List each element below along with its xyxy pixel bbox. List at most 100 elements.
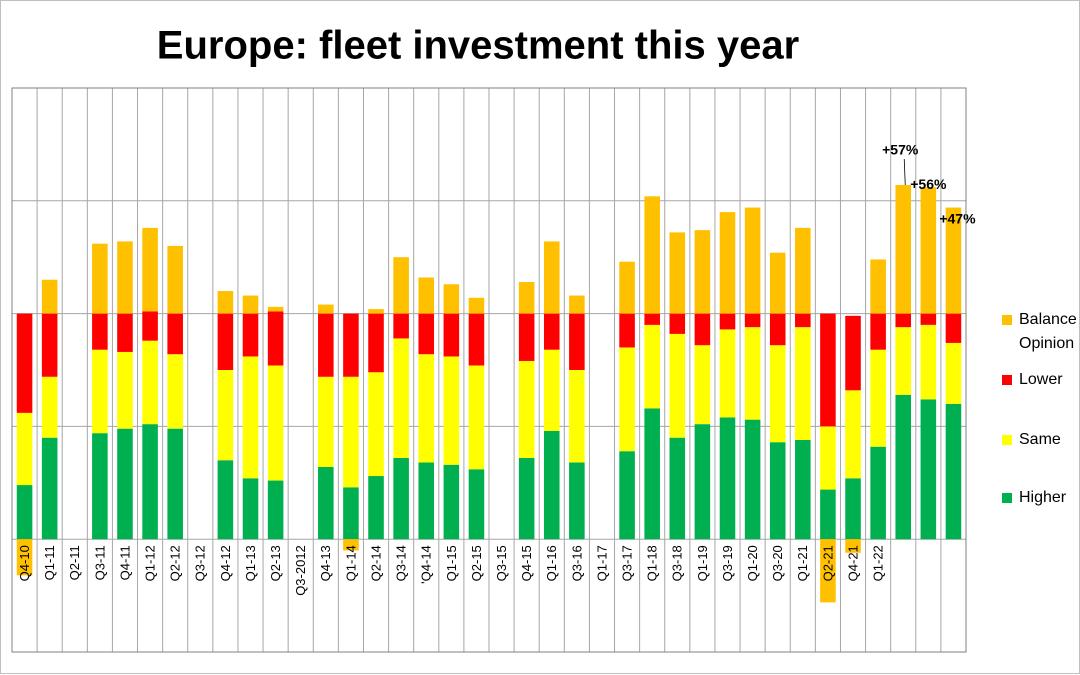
- bar-segment: [644, 408, 660, 540]
- bar-segment: [644, 196, 660, 314]
- bar-segment: [468, 469, 485, 540]
- x-tick-label: Q1-21: [795, 545, 810, 581]
- bar-segment: [669, 313, 686, 334]
- bar-segment: [795, 313, 811, 328]
- x-tick-label: Q1-22: [871, 545, 886, 581]
- x-tick-label: Q3-15: [494, 545, 509, 581]
- bar-segment: [167, 428, 183, 540]
- bar-segment: [468, 297, 485, 314]
- bar-segment: [142, 311, 158, 341]
- bar-segment: [543, 241, 560, 314]
- bar-segment: [418, 462, 435, 540]
- bar-segment: [318, 313, 334, 377]
- bar-segment: [569, 313, 585, 370]
- x-tick-label: Q3-14: [394, 545, 409, 581]
- bar-segment: [242, 313, 259, 357]
- bar-segment: [393, 338, 409, 458]
- bar-segment: [16, 412, 33, 486]
- bar-segment: [343, 313, 359, 377]
- bar-segment: [117, 351, 133, 429]
- bar-segment: [543, 430, 560, 540]
- bar-segment: [117, 428, 133, 540]
- bar-segment: [167, 245, 183, 314]
- bar-segment: [569, 462, 585, 540]
- bar-segment: [217, 460, 234, 540]
- bar-segment: [92, 349, 108, 434]
- x-tick-label: Q3-16: [569, 545, 584, 581]
- bar-segment: [318, 467, 334, 540]
- bar-segment: [217, 370, 234, 461]
- bar-segment: [518, 360, 535, 458]
- legend-swatch: [1002, 375, 1012, 385]
- bar-segment: [217, 313, 234, 370]
- bar-segment: [744, 419, 761, 540]
- bar-segment: [142, 340, 158, 425]
- x-tick-label: 'Q4-14: [419, 545, 434, 584]
- bar-segment: [16, 539, 33, 576]
- bar-segment: [644, 324, 660, 409]
- bar-segment: [343, 376, 359, 488]
- bar-segment: [619, 347, 635, 452]
- x-tick-label: Q1-12: [143, 545, 158, 581]
- bar-segment: [845, 315, 861, 391]
- bar-segment: [443, 356, 460, 465]
- x-tick-label: Q1-17: [594, 545, 609, 581]
- bar-segment: [769, 345, 786, 443]
- bar-segment: [945, 403, 962, 540]
- bar-segment: [669, 333, 686, 438]
- bar-segment: [343, 487, 359, 540]
- x-tick-label: Q4-13: [318, 545, 333, 581]
- bar-segment: [895, 394, 912, 540]
- x-tick-label: Q1-14: [343, 545, 358, 581]
- data-label: +56%: [910, 176, 947, 192]
- bar-segment: [167, 354, 183, 429]
- bar-segment: [769, 252, 786, 314]
- bar-segment: [41, 376, 58, 438]
- bar-segment: [619, 451, 635, 540]
- bar-segment: [694, 345, 711, 425]
- bar-segment: [694, 313, 711, 346]
- bar-segment: [117, 313, 133, 352]
- bar-segment: [117, 241, 133, 314]
- bar-segment: [41, 313, 58, 377]
- x-tick-label: Q1-13: [243, 545, 258, 581]
- bar-segment: [418, 313, 435, 355]
- bar-segment: [267, 365, 284, 481]
- bar-segment: [619, 261, 635, 314]
- bar-segment: [318, 376, 334, 468]
- bar-segment: [845, 539, 861, 553]
- bar-segment: [895, 327, 912, 395]
- chart-title: Europe: fleet investment this year: [157, 24, 799, 68]
- bar-segment: [418, 354, 435, 463]
- bar-segment: [267, 311, 284, 366]
- bar-segment: [443, 313, 460, 357]
- bar-segment: [920, 313, 937, 325]
- x-tick-label: Q2-11: [67, 545, 82, 580]
- bar-segment: [945, 207, 962, 314]
- bar-segment: [443, 464, 460, 540]
- legend-label: Lower: [1019, 371, 1063, 388]
- bar-segment: [945, 313, 962, 343]
- bar-segment: [719, 329, 736, 418]
- bar-segment: [368, 309, 384, 314]
- bar-segment: [443, 284, 460, 314]
- bar-segment: [543, 349, 560, 431]
- x-tick-label: Q3-11: [92, 545, 107, 580]
- x-tick-label: Q3-2012: [293, 545, 308, 596]
- bar-segment: [368, 476, 384, 540]
- bar-segment: [242, 478, 259, 540]
- x-tick-label: Q1-18: [645, 545, 660, 581]
- bar-segment: [769, 313, 786, 346]
- x-tick-label: Q4-15: [519, 545, 534, 581]
- bar-segment: [920, 324, 937, 400]
- bar-segment: [217, 291, 234, 314]
- bar-segment: [569, 295, 585, 314]
- x-tick-label: Q3-20: [770, 545, 785, 581]
- bar-segment: [694, 230, 711, 314]
- bar-segment: [518, 313, 535, 361]
- legend-label: Same: [1019, 431, 1061, 448]
- x-tick-label: Q1-16: [544, 545, 559, 581]
- x-tick-label: Q3-19: [720, 545, 735, 581]
- bar-segment: [41, 279, 58, 314]
- x-tick-label: Q2-13: [268, 545, 283, 581]
